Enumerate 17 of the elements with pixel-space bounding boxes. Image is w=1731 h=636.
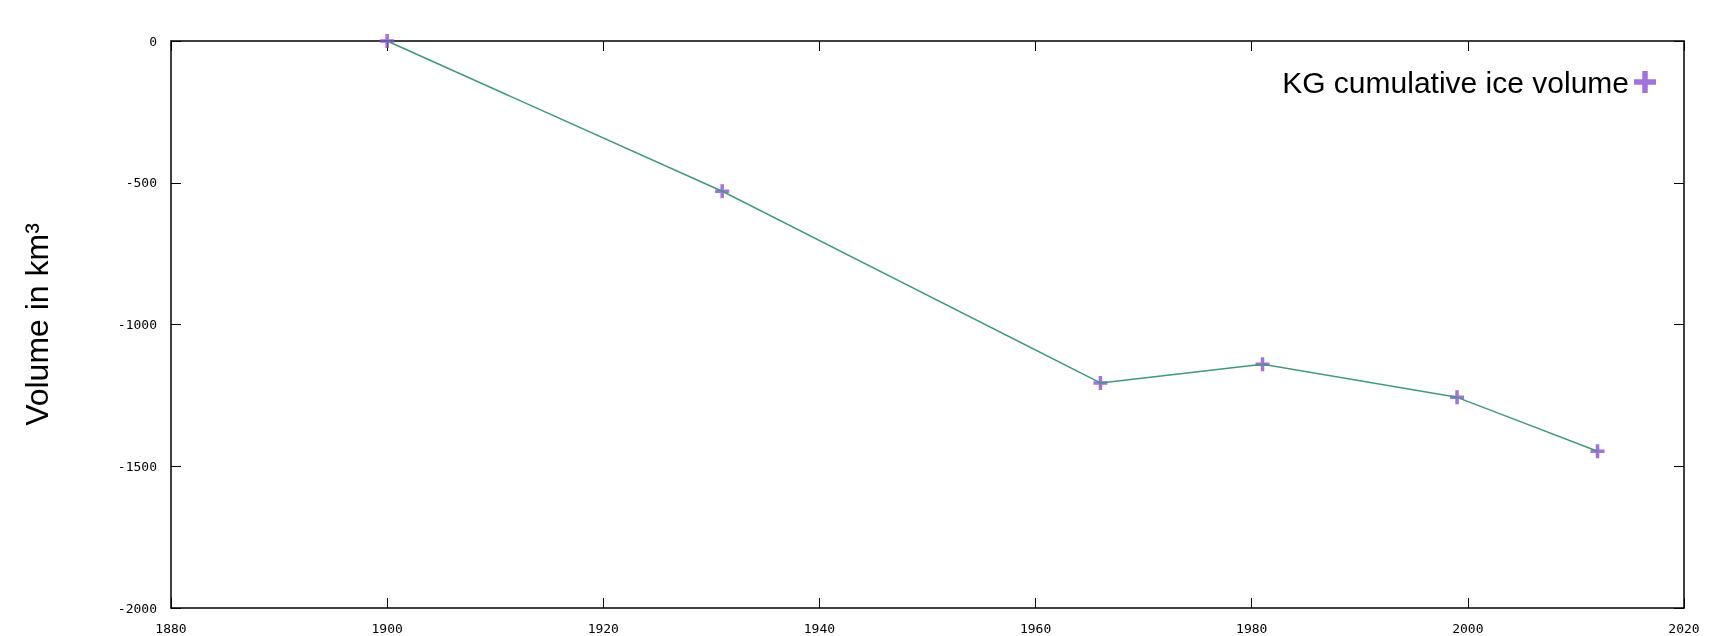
y-tick-label: -1500 (117, 458, 157, 474)
y-tick-label: -1000 (117, 317, 157, 332)
y-tick-label: -2000 (117, 600, 157, 616)
x-tick-label: 1900 (371, 621, 403, 636)
y-tick-label: 0 (149, 33, 157, 49)
y-tick-label: -500 (125, 175, 157, 191)
y-axis-title: Volume in km³ (19, 222, 55, 426)
point (380, 34, 395, 48)
x-tick-label: 1880 (155, 621, 187, 636)
x-tick-label: 2000 (1452, 621, 1484, 636)
x-tick-label: 1920 (587, 621, 619, 636)
legend-label: KG cumulative ice volume (1282, 65, 1629, 99)
x-tick-label: 1960 (1019, 621, 1052, 636)
x-tick-label: 2020 (1668, 621, 1700, 636)
x-tick-label: 1940 (803, 621, 836, 636)
x-tick-label: 1980 (1236, 621, 1268, 636)
point (1590, 444, 1605, 459)
